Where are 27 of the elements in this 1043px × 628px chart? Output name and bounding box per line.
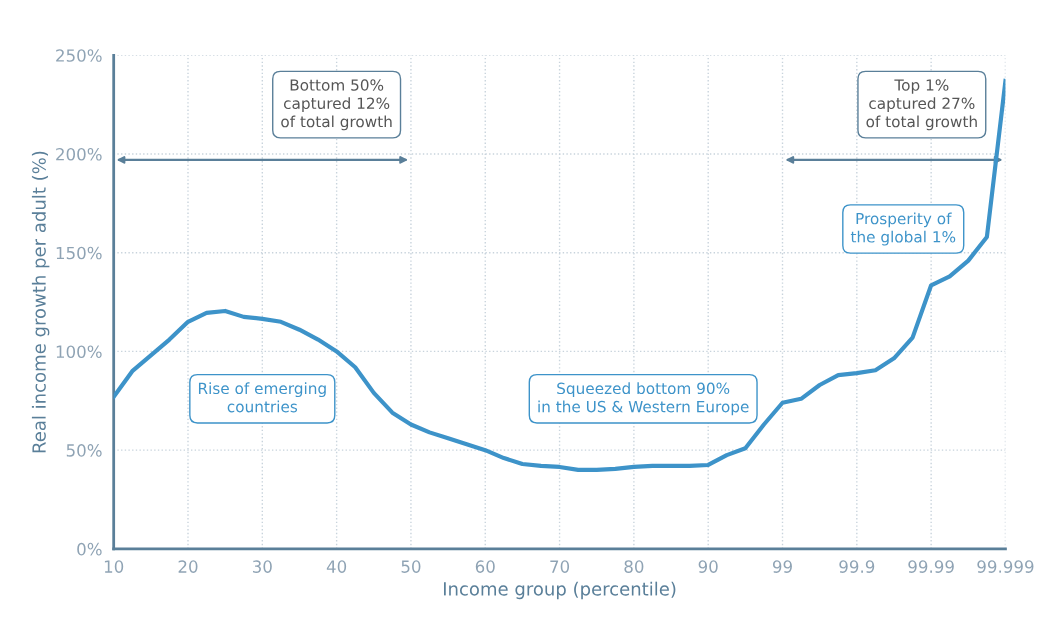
annotation: Prosperity of the global 1% [850,212,956,246]
x-tick-label: 60 [475,560,495,573]
annotation: Rise of emerging countries [198,382,326,413]
x-tick-label: 40 [326,560,347,573]
y-axis-title: Real income growth per adult (%) [31,151,50,453]
y-tick-label: 0% [77,542,102,556]
line-series [113,78,1006,472]
x-tick-label: 70 [550,560,570,573]
x-tick-label: 99.99 [908,560,954,573]
y-tick-label: 200% [56,147,102,161]
x-tick-label: 20 [178,560,198,573]
x-tick-label: 50 [401,560,421,573]
x-tick-label: 99.9 [839,560,875,573]
x-tick-label: 99.999 [977,560,1034,573]
x-axis-title: Income group (percentile) [443,581,676,600]
x-tick-label: 10 [104,560,124,573]
y-tick-label: 50% [66,444,102,457]
annotation: Top 1% captured 27% of total growth [866,79,977,131]
y-tick-label: 100% [56,345,102,358]
x-tick-label: 30 [252,560,272,573]
x-tick-label: 90 [698,560,718,573]
annotation: Bottom 50% captured 12% of total growth [281,79,392,131]
x-tick-label: 80 [624,560,644,573]
y-tick-label: 150% [56,246,102,260]
y-tick-label: 250% [56,49,102,62]
x-tick-label: 99 [772,560,792,573]
annotation: Squeezed bottom 90% in the US & Western Europe [538,382,749,416]
